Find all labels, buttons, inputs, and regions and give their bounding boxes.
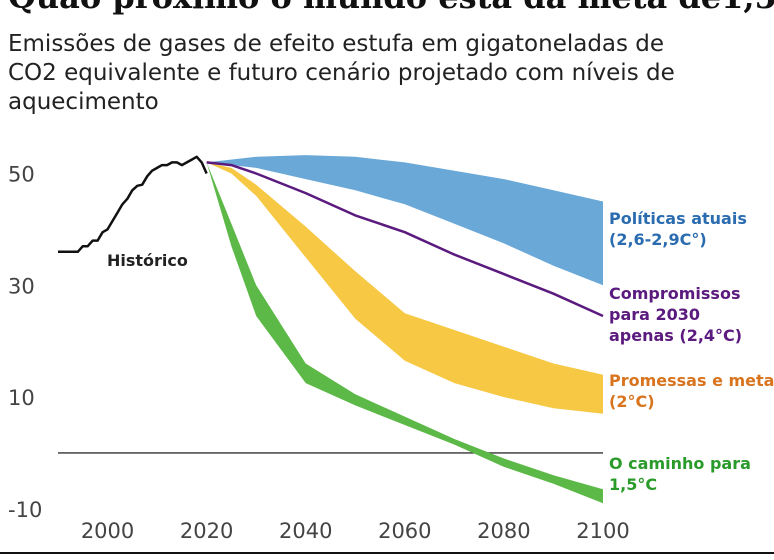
line-series-2 <box>206 161 604 318</box>
series-label-line: 1,5°C <box>609 475 657 494</box>
series-label-line: Promessas e metas <box>609 371 774 390</box>
series-label-line: Compromissos <box>609 284 740 303</box>
series-label-line: apenas (2,4°C) <box>609 326 742 345</box>
x-tick-label: 2040 <box>279 519 332 543</box>
y-tick-label: 10 <box>8 386 35 410</box>
band-series-1 <box>206 155 603 286</box>
x-tick-label: 2100 <box>576 519 629 543</box>
y-tick-label: 50 <box>8 163 35 187</box>
x-tick-label: 2060 <box>378 519 431 543</box>
series-label: Histórico <box>107 251 188 270</box>
series-label-line: O caminho para <box>609 454 751 473</box>
x-tick-label: 2020 <box>180 519 233 543</box>
series-label-line: (2,6-2,9C°) <box>609 230 707 249</box>
line-series-0 <box>58 155 208 254</box>
series-label: Políticas atuais (2,6-2,9C°) <box>609 209 747 249</box>
band-series-3 <box>206 162 603 414</box>
x-tick-label: 2000 <box>81 519 134 543</box>
series-label-line: Histórico <box>107 251 188 270</box>
series-label-line: para 2030 <box>609 305 700 324</box>
chart-title: Quão próximo o mundo está da meta de1,5°… <box>8 0 774 16</box>
series-label: Compromissos para 2030 apenas (2,4°C) <box>609 284 742 345</box>
series-label: Promessas e metas (2°C) <box>609 371 774 411</box>
y-tick-label: 30 <box>8 274 35 298</box>
series-label-line: Políticas atuais <box>609 209 747 228</box>
series-label: O caminho para 1,5°C <box>609 454 751 494</box>
chart-subtitle: Emissões de gases de efeito estufa em gi… <box>8 31 675 115</box>
x-tick-label: 2080 <box>477 519 530 543</box>
series-label-line: (2°C) <box>609 392 655 411</box>
band-series-4 <box>206 162 603 504</box>
y-tick-label: -10 <box>8 498 42 522</box>
